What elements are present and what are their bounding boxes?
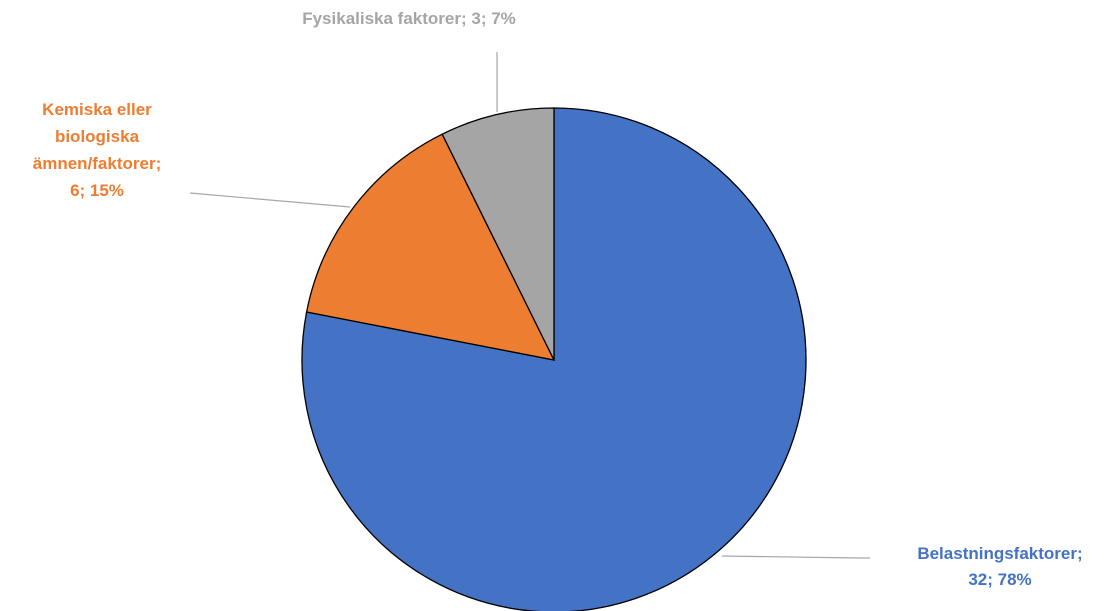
leader-line [189,192,351,208]
data-label-line: ämnen/faktorer; [33,154,161,173]
pie-slice [305,133,556,361]
data-label: Fysikaliska faktorer; 3; 7% [302,9,516,28]
data-label-line: Fysikaliska faktorer; 3; 7% [302,9,516,28]
data-label-line: Kemiska eller [42,100,152,119]
data-label: Belastningsfaktorer; 32; 78% [917,544,1082,589]
leader-line [721,555,870,559]
data-label-line: Belastningsfaktorer; [917,544,1082,563]
data-label: Kemiska eller biologiska ämnen/faktorer; 6;… [33,100,161,200]
leader-lines [189,52,870,559]
pie-slice [441,107,555,361]
data-label-line: 32; 78% [968,570,1031,589]
data-label-line: 6; 15% [70,181,124,200]
data-label-line: biologiska [55,127,140,146]
